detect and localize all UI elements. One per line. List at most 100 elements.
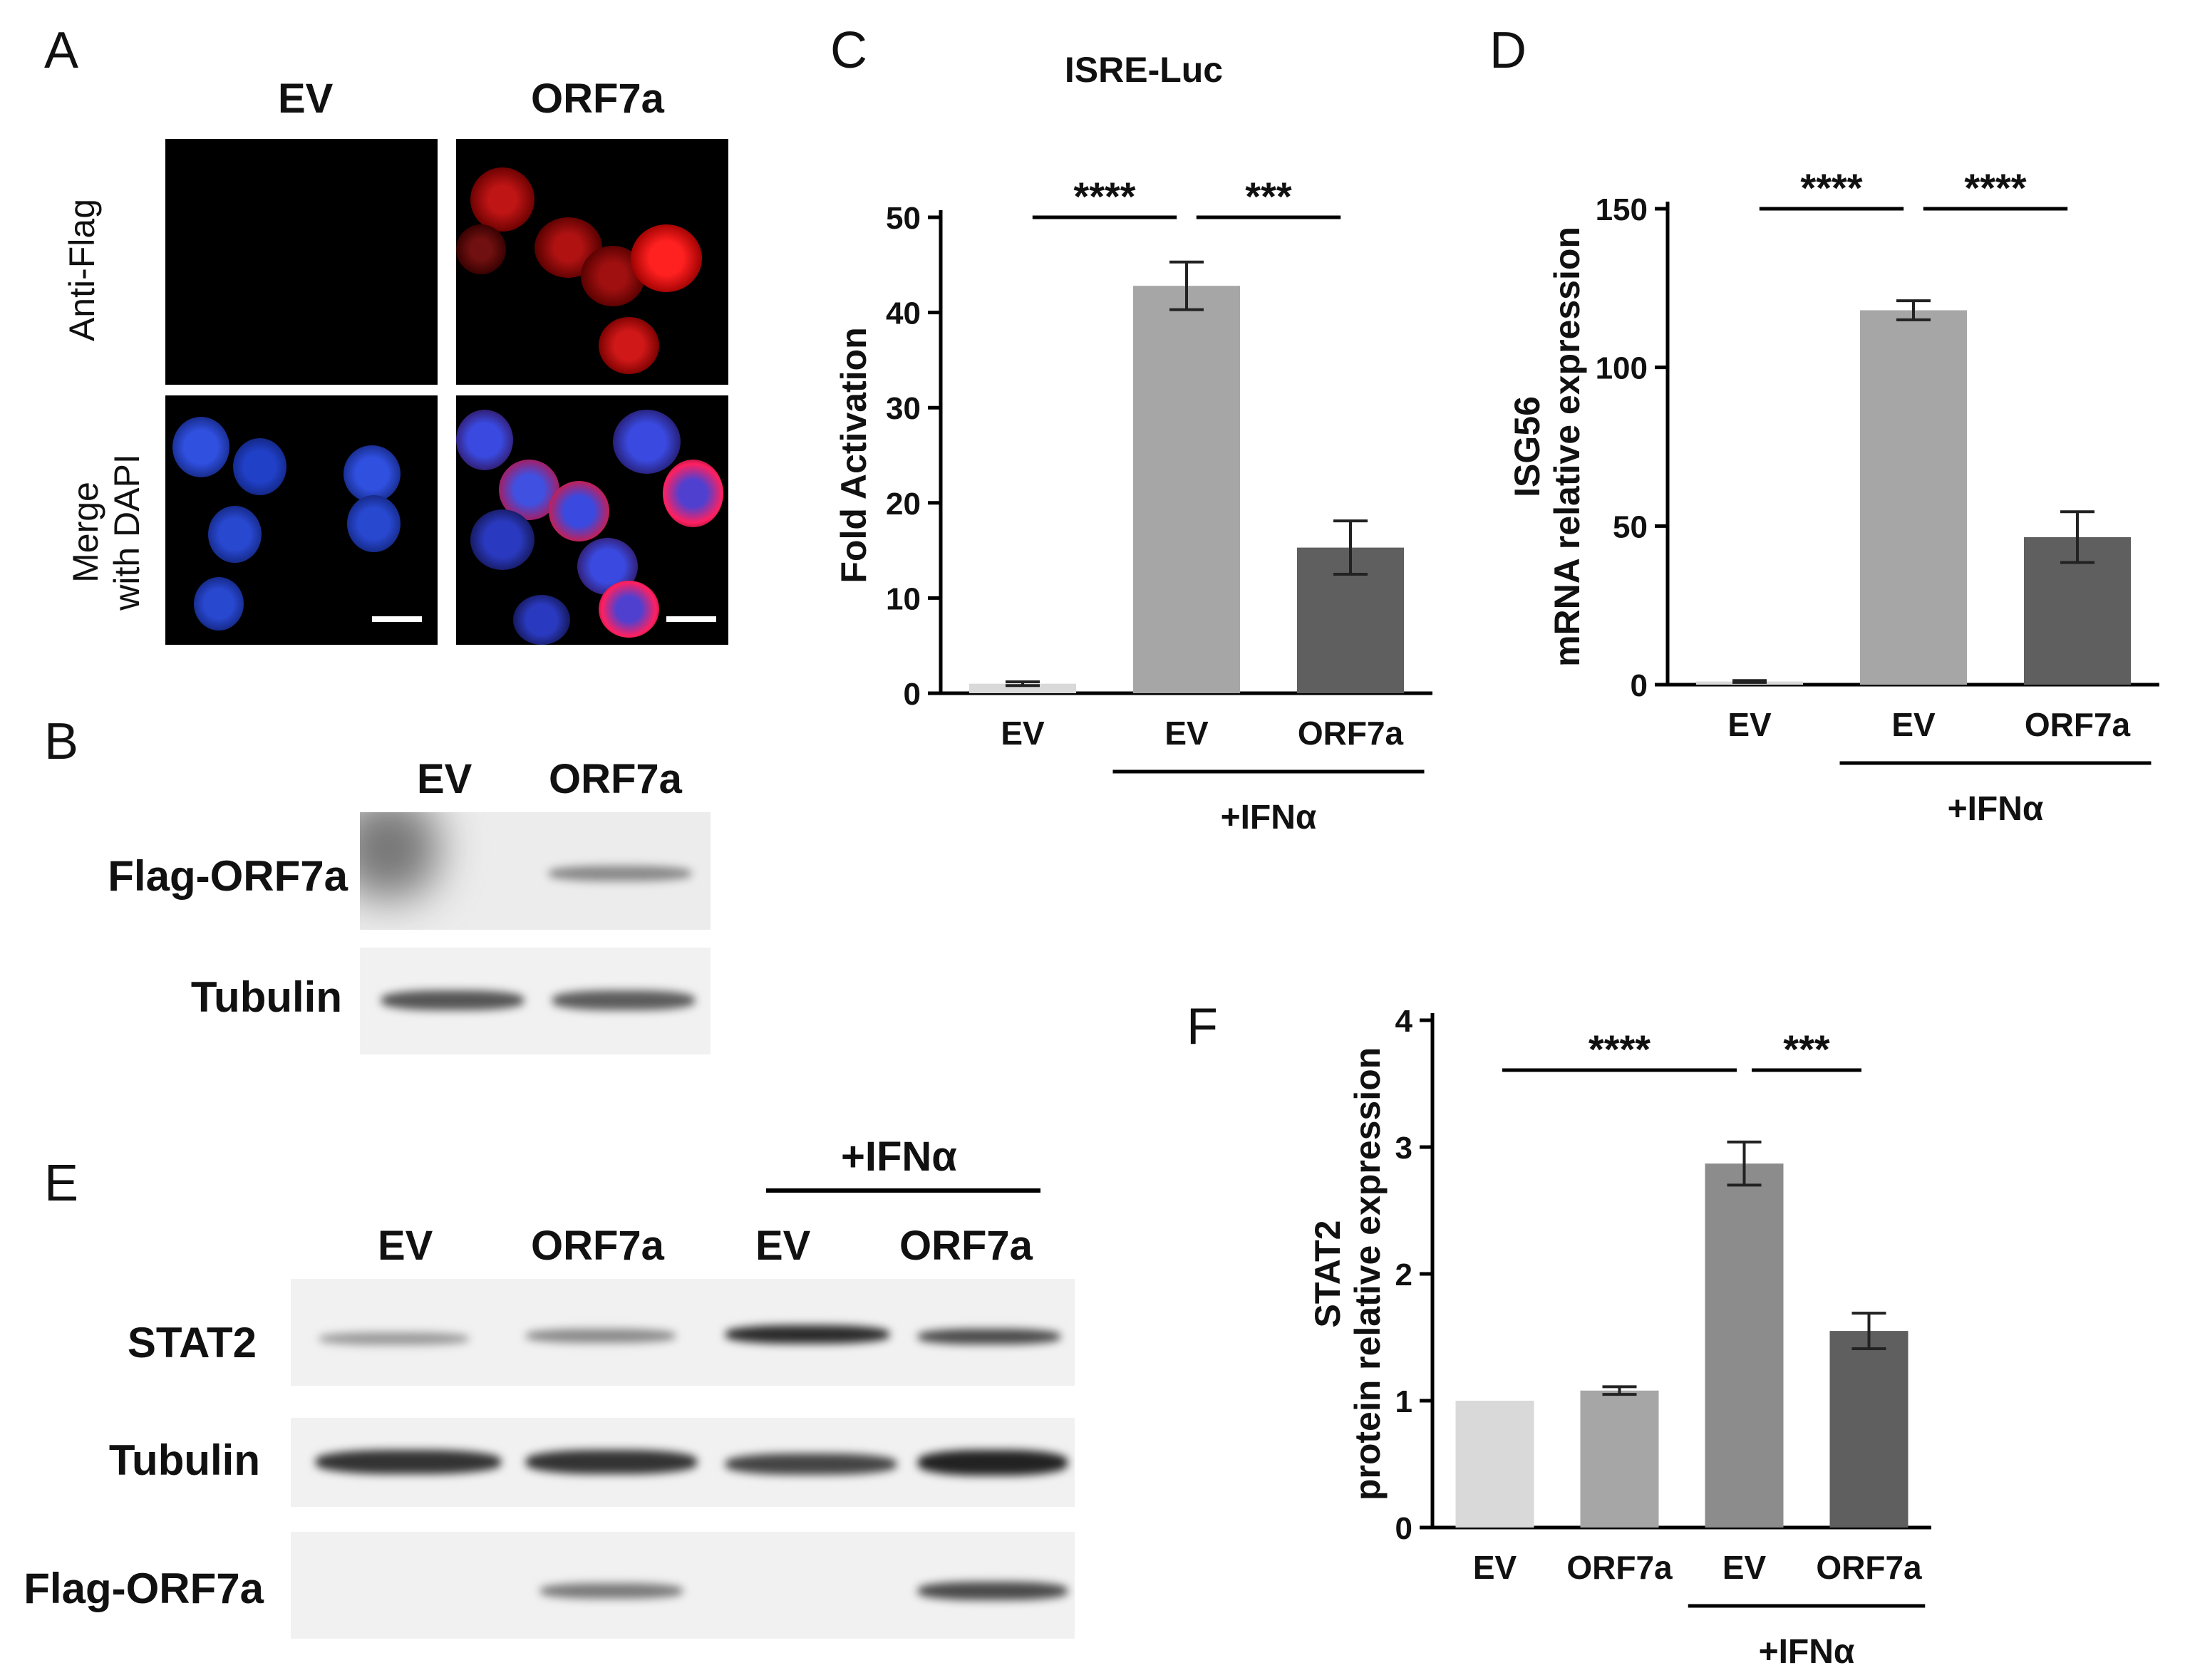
panel-e-row-stat2: STAT2 (127, 1319, 257, 1367)
y-tick-label: 150 (1596, 192, 1648, 227)
micrograph-orf7a-anti-flag (456, 139, 728, 385)
blue-nucleus (613, 410, 681, 474)
y-tick-label: 0 (1631, 668, 1648, 703)
panel-e-lane-3: EV (755, 1223, 811, 1269)
y-axis-label: Fold Activation (834, 327, 874, 583)
band-tubulin (381, 990, 524, 1010)
x-tick-label: EV (1164, 715, 1209, 752)
blue-nucleus (172, 417, 229, 477)
panel-e-group-line (766, 1188, 1040, 1193)
x-tick-label: ORF7a (1298, 715, 1404, 752)
row-label-text: Merge with DAPI (66, 454, 147, 611)
blot-e-stat2 (291, 1279, 1075, 1386)
panel-label-f: F (1187, 998, 1218, 1055)
chart-title: ISRE-Luc (1065, 50, 1223, 90)
significance-label: *** (1245, 174, 1292, 219)
panel-e-lane-4: ORF7a (899, 1223, 1033, 1269)
y-axis-label: ISG56 (1507, 396, 1547, 497)
micrograph-orf7a-merge (456, 395, 728, 645)
y-tick-label: 30 (886, 391, 921, 426)
y-tick-label: 2 (1395, 1258, 1412, 1292)
y-tick-label: 4 (1395, 1004, 1413, 1039)
red-cell (470, 167, 534, 232)
y-axis-label: mRNA relative expression (1547, 227, 1587, 667)
y-tick-label: 50 (886, 201, 921, 236)
blue-nucleus (470, 509, 534, 570)
x-tick-label: EV (1722, 1549, 1767, 1586)
significance-label: *** (1783, 1027, 1830, 1072)
panel-b-lane-orf7a: ORF7a (549, 756, 682, 802)
panel-e-lane-2: ORF7a (531, 1223, 664, 1269)
x-tick-label: ORF7a (1816, 1549, 1922, 1586)
blot-e-tubulin (291, 1418, 1075, 1507)
bar (1860, 310, 1967, 685)
y-tick-label: 0 (904, 677, 921, 712)
panel-e-group-label: +IFNα (841, 1134, 957, 1180)
bar (1455, 1401, 1534, 1528)
panel-a-header-ev: EV (278, 76, 334, 122)
blot-b-tubulin (360, 948, 711, 1054)
blot-b-flag (360, 812, 711, 930)
band-flag-orf7a (918, 1582, 1068, 1600)
bar (1133, 286, 1240, 693)
blue-nucleus (599, 581, 659, 638)
y-tick-label: 3 (1395, 1131, 1412, 1166)
y-axis-label: protein relative expression (1348, 1047, 1388, 1500)
panel-a-row-label-merge: Merge with DAPI (24, 383, 148, 682)
x-tick-label: EV (1001, 715, 1045, 752)
y-tick-label: 50 (1613, 509, 1648, 544)
panel-e-lane-1: EV (378, 1223, 433, 1269)
group-label: +IFNα (1948, 790, 2044, 828)
band-tubulin (526, 1450, 697, 1474)
panel-e-row-flag-orf7a: Flag-ORF7a (24, 1565, 264, 1612)
bar (1829, 1331, 1908, 1528)
panel-b-row-flag-orf7a: Flag-ORF7a (108, 852, 348, 900)
panel-a-row-label-anti-flag: Anti-Flag (61, 142, 103, 398)
panel-b-row-tubulin: Tubulin (190, 973, 342, 1021)
panel-e-row-tubulin: Tubulin (108, 1436, 260, 1484)
band-tubulin (725, 1453, 897, 1475)
x-tick-label: EV (1727, 706, 1772, 743)
panel-label-d: D (1489, 22, 1527, 79)
blue-nucleus (343, 445, 401, 502)
x-tick-label: EV (1891, 706, 1936, 743)
band-stat2 (526, 1329, 676, 1343)
panel-label-b: B (44, 713, 79, 770)
bar (1580, 1390, 1659, 1528)
red-cell (631, 224, 702, 292)
band-tubulin (316, 1450, 501, 1474)
blue-nucleus (347, 495, 401, 552)
blue-nucleus (194, 577, 244, 631)
blue-nucleus (233, 438, 286, 495)
y-tick-label: 10 (886, 581, 921, 616)
panel-b-lane-ev: EV (417, 756, 472, 802)
y-tick-label: 100 (1596, 351, 1648, 386)
y-tick-label: 20 (886, 487, 921, 522)
y-tick-label: 1 (1395, 1384, 1412, 1419)
blue-nucleus (208, 506, 262, 563)
blue-nucleus (549, 481, 609, 541)
red-cell (456, 224, 506, 274)
micrograph-ev-anti-flag (165, 139, 438, 385)
row-label-text: Anti-Flag (62, 198, 102, 342)
red-cell (599, 317, 659, 374)
band-flag-orf7a (540, 1583, 683, 1599)
y-tick-label: 0 (1395, 1511, 1412, 1546)
group-label: +IFNα (1759, 1633, 1855, 1667)
panel-label-a: A (44, 22, 79, 79)
bar (1705, 1163, 1784, 1528)
scale-bar (666, 616, 716, 622)
micrograph-ev-merge (165, 395, 438, 645)
x-tick-label: ORF7a (1566, 1549, 1673, 1586)
band-tubulin (552, 990, 695, 1010)
blot-e-flag (291, 1532, 1075, 1639)
significance-label: **** (1073, 174, 1135, 219)
band-tubulin (918, 1450, 1068, 1476)
panel-label-c: C (830, 22, 867, 79)
x-tick-label: ORF7a (2025, 706, 2131, 743)
bar (969, 683, 1076, 693)
blue-nucleus (663, 460, 723, 527)
y-tick-label: 40 (886, 296, 921, 331)
